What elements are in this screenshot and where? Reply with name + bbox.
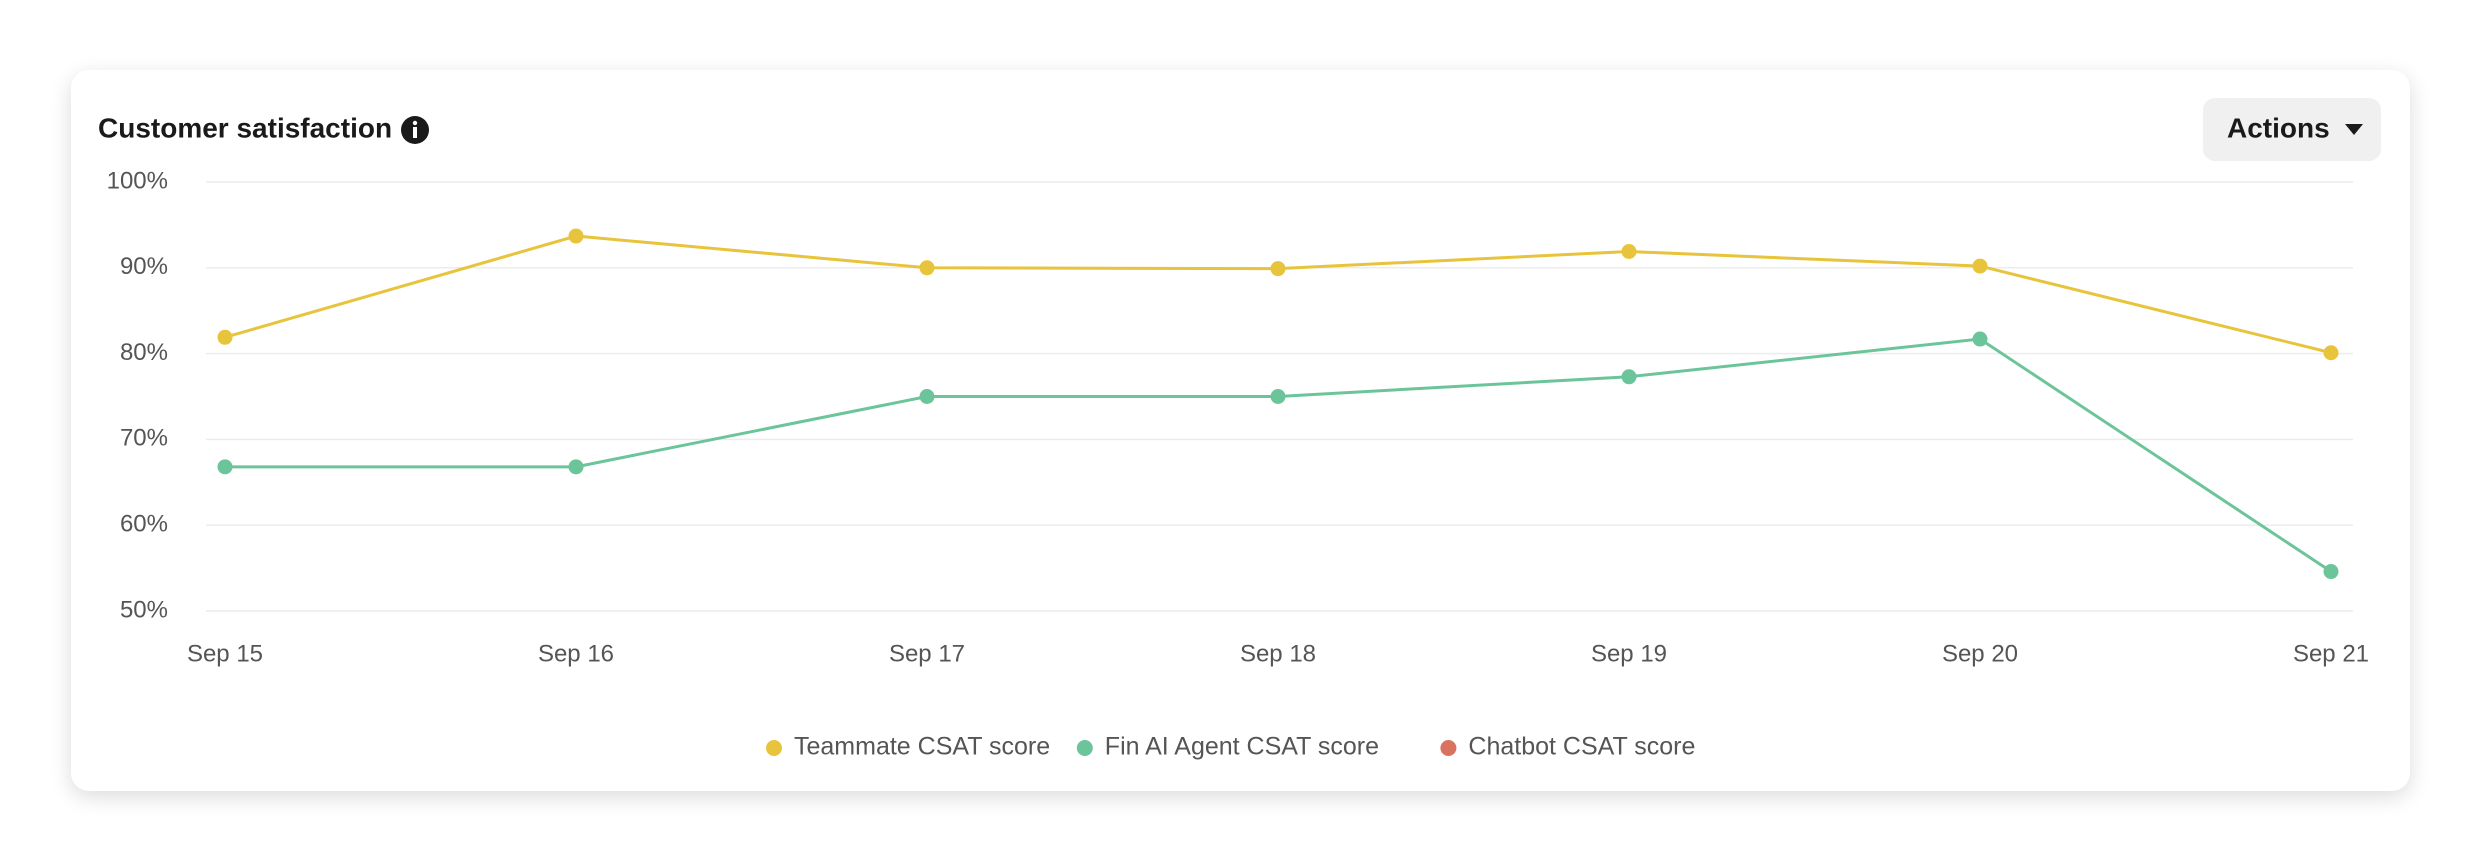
info-icon[interactable]: [401, 116, 429, 144]
y-tick-label: 50%: [120, 596, 168, 623]
y-tick-label: 60%: [120, 511, 168, 538]
data-point: [919, 260, 935, 276]
x-tick-label: Sep 21: [2293, 640, 2369, 667]
x-tick-label: Sep 19: [1591, 640, 1667, 667]
actions-button[interactable]: Actions: [2203, 98, 2381, 161]
data-point: [1621, 243, 1637, 259]
x-tick-label: Sep 18: [1240, 640, 1316, 667]
data-point: [919, 389, 935, 404]
legend-label: Chatbot CSAT score: [1468, 733, 1695, 761]
card: [71, 70, 2410, 791]
series-line: [225, 337, 2332, 573]
data-point: [2323, 564, 2339, 580]
y-tick-label: 80%: [120, 339, 168, 366]
legend-swatch: [766, 740, 782, 756]
series-line: [224, 234, 2332, 355]
data-point: [2323, 345, 2339, 361]
x-tick-label: Sep 15: [187, 640, 263, 667]
data-point: [1270, 389, 1286, 404]
data-point: [217, 459, 233, 475]
actions-label: Actions: [2227, 112, 2330, 143]
data-point: [1270, 261, 1286, 277]
y-tick-label: 70%: [120, 425, 168, 452]
y-tick-label: 100%: [107, 167, 168, 194]
data-point: [568, 459, 584, 475]
x-tick-label: Sep 17: [889, 640, 965, 667]
legend-swatch: [1076, 740, 1093, 756]
chart-title: Customer satisfaction: [98, 112, 392, 143]
data-point: [1972, 331, 1988, 347]
y-tick-label: 90%: [120, 253, 168, 280]
data-point: [568, 228, 584, 244]
x-tick-label: Sep 20: [1942, 640, 2018, 667]
data-point: [217, 329, 233, 345]
legend-label: Fin AI Agent CSAT score: [1105, 733, 1379, 761]
x-tick-label: Sep 16: [538, 640, 614, 667]
data-point: [1621, 369, 1637, 385]
data-point: [1972, 258, 1988, 274]
legend-swatch: [1440, 740, 1457, 756]
legend-label: Teammate CSAT score: [794, 733, 1050, 761]
